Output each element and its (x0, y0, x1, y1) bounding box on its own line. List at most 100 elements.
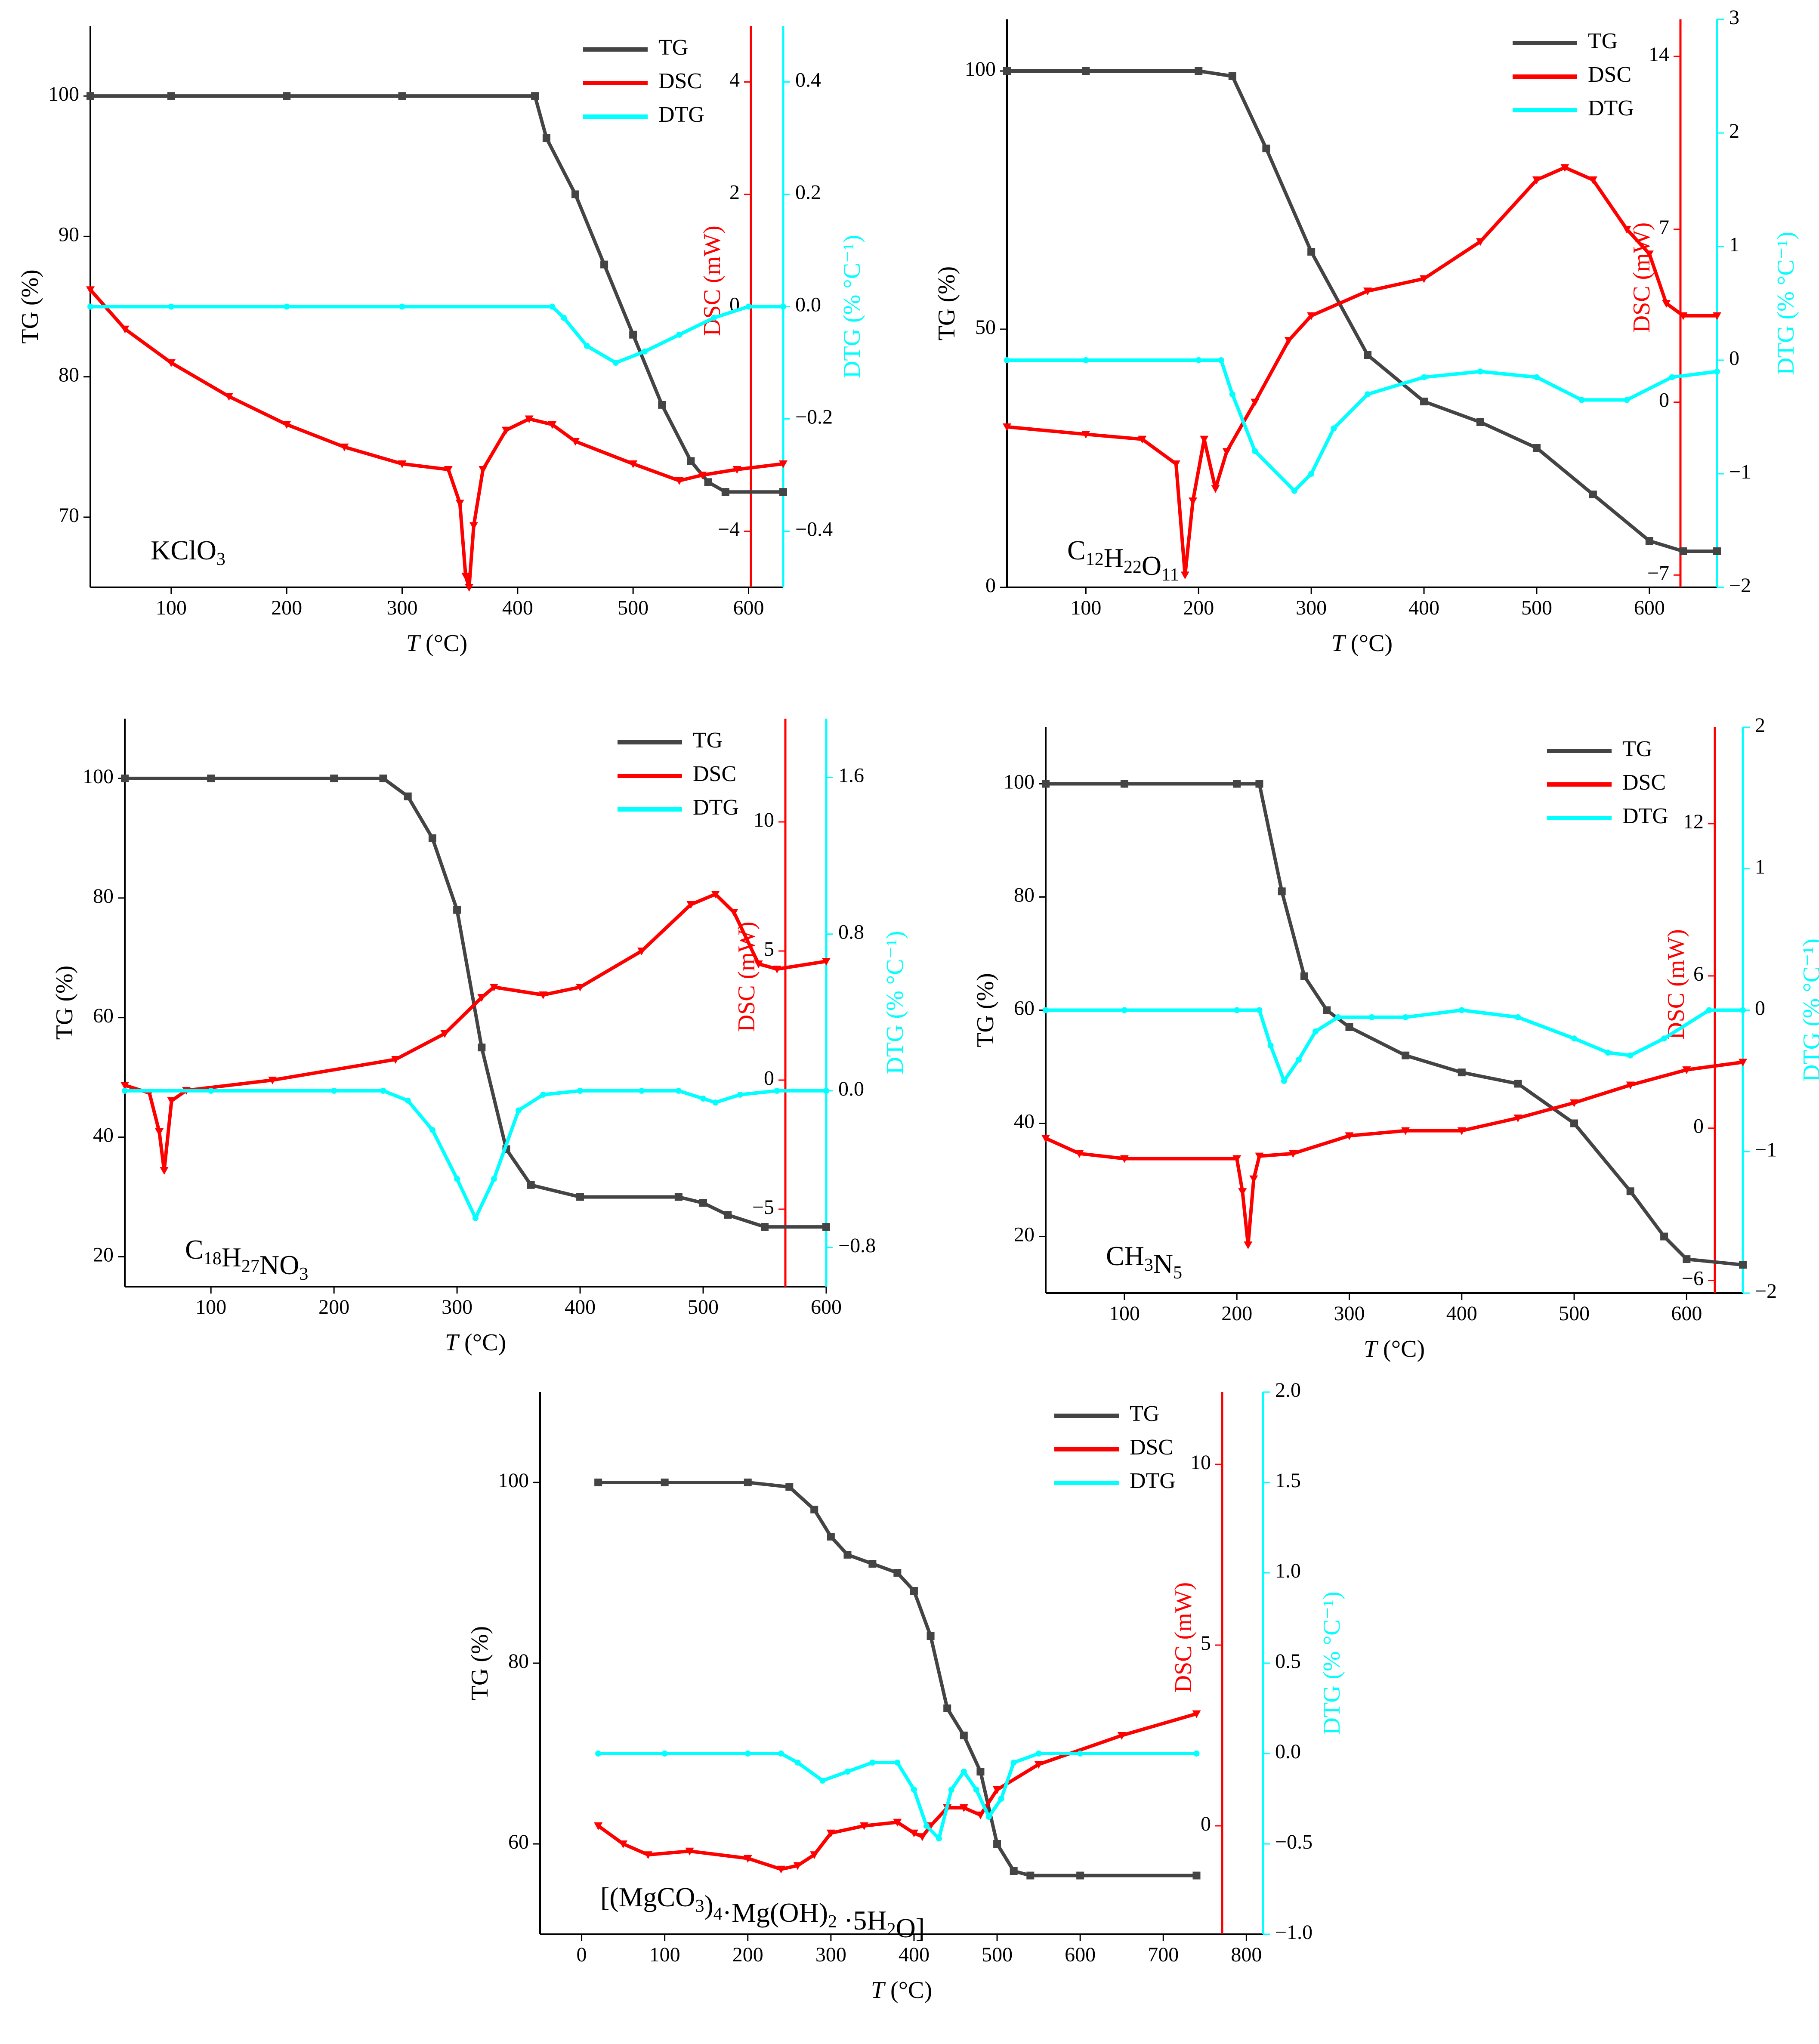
dsc-point (1222, 448, 1231, 456)
compound-text: C (185, 1234, 204, 1265)
dsc-point (1041, 1135, 1050, 1143)
x-label-unit: (°C) (458, 1329, 506, 1356)
dtg-tick-label: 2 (1755, 714, 1765, 737)
tg-point (379, 774, 387, 782)
dsc-point (729, 909, 738, 917)
x-tick-label: 800 (1231, 1943, 1262, 1966)
dtg-point (1533, 374, 1540, 380)
dtg-axis-label: DTG (% °C⁻¹) (882, 931, 908, 1074)
compound-text: CH (1106, 1241, 1144, 1271)
dsc-point (860, 1822, 869, 1830)
x-tick-label: 600 (1065, 1943, 1096, 1966)
dtg-point (1252, 448, 1258, 454)
x-tick-label: 400 (899, 1943, 930, 1966)
dtg-point (675, 1087, 682, 1094)
compound-subscript: 18 (204, 1249, 222, 1269)
dsc-tick-label: −6 (1682, 1267, 1704, 1290)
series-dsc-line (1007, 166, 1717, 577)
dsc-point (698, 472, 707, 479)
dtg-point (1578, 397, 1585, 403)
x-tick-label: 100 (195, 1296, 226, 1318)
dsc-tick-label: 5 (1201, 1632, 1211, 1655)
x-axis-label: T (°C) (406, 630, 467, 657)
x-tick-label: 200 (1221, 1302, 1252, 1325)
x-tick-label: 600 (733, 596, 764, 619)
chart-panel-2: 100 200 300 400 500 600 T (°C) 0 50 100 TG (%) −7 0 7… (933, 6, 1799, 657)
dtg-tick-label: −0.5 (1275, 1831, 1313, 1853)
tg-tick-label: 80 (59, 364, 79, 386)
dtg-point (1740, 1007, 1746, 1013)
dtg-point (998, 1796, 1004, 1802)
dtg-tick-label: 0.2 (795, 181, 821, 204)
dsc-point (1662, 300, 1671, 308)
tg-point (1026, 1871, 1035, 1880)
dtg-tick-label: 1 (1729, 233, 1739, 256)
dsc-point (1713, 312, 1721, 320)
dtg-point (1256, 1007, 1263, 1013)
tg-point (785, 1483, 794, 1491)
dsc-point (675, 477, 684, 485)
tg-point (721, 488, 729, 496)
x-label-unit: (°C) (884, 1977, 932, 2004)
dtg-point (794, 1760, 801, 1766)
tg-point (960, 1732, 968, 1739)
x-label-var: T (1331, 630, 1346, 657)
x-tick-label: 100 (649, 1943, 680, 1966)
dsc-tick-label: 6 (1693, 963, 1704, 985)
dtg-point (577, 1087, 584, 1094)
dtg-point (923, 1823, 930, 1829)
dsc-point (1244, 1241, 1253, 1249)
compound-text: ·5H (837, 1905, 887, 1936)
tg-point (1228, 72, 1236, 80)
x-tick-label: 600 (1671, 1302, 1702, 1325)
dtg-tick-label: 0.0 (1275, 1740, 1301, 1763)
legend-label-dtg: DTG (658, 102, 704, 127)
dsc-point (1200, 435, 1209, 444)
series-tg-line (125, 776, 826, 1229)
dtg-point (168, 303, 174, 310)
x-label-var: T (871, 1977, 886, 2004)
x-tick-label: 400 (502, 596, 533, 619)
series-dtg-line (125, 1089, 826, 1220)
dsc-point (489, 984, 498, 991)
dtg-tick-label: 1.5 (1275, 1469, 1301, 1492)
tg-point (1300, 972, 1308, 980)
x-tick-label: 500 (1521, 596, 1552, 619)
dsc-point (160, 1167, 169, 1175)
dsc-point (1679, 312, 1688, 320)
dsc-point (1513, 1115, 1523, 1123)
tg-tick-label: 100 (48, 83, 79, 105)
dtg-point (1077, 1751, 1084, 1757)
dtg-point (1421, 374, 1427, 380)
tg-tick-label: 60 (93, 1004, 114, 1027)
dtg-point (429, 1127, 435, 1133)
x-tick-label: 500 (1559, 1302, 1590, 1325)
tg-point (1364, 351, 1372, 359)
dsc-point (576, 984, 585, 991)
chart-panel-1: 100 200 300 400 500 600 T (°C) 70 80 90 100 TG (%) −… (17, 26, 865, 657)
dsc-point (637, 948, 646, 955)
tg-point (1345, 1023, 1353, 1031)
tg-point (744, 1479, 752, 1486)
legend-label-tg: TG (1622, 737, 1652, 761)
tg-point (1082, 67, 1090, 75)
dsc-point (167, 359, 176, 367)
tg-point (1120, 780, 1128, 788)
dsc-point (461, 572, 470, 580)
dtg-point (844, 1769, 851, 1775)
x-tick-label: 100 (1109, 1302, 1140, 1325)
tg-point (1514, 1080, 1522, 1088)
dsc-point (686, 901, 695, 909)
x-tick-label: 100 (1070, 596, 1101, 619)
dtg-axis-label: DTG (% °C⁻¹) (1798, 939, 1819, 1082)
dsc-tick-label: 7 (1659, 216, 1669, 239)
dsc-point (754, 960, 763, 968)
dtg-tick-label: 1 (1755, 855, 1765, 878)
tg-tick-label: 90 (59, 223, 79, 246)
dtg-point (1669, 374, 1675, 380)
series-dsc-line (597, 1712, 1197, 1871)
dsc-point (340, 443, 349, 451)
legend-label-dsc: DSC (693, 762, 736, 786)
dsc-point (1192, 1710, 1201, 1718)
dtg-point (936, 1835, 942, 1842)
